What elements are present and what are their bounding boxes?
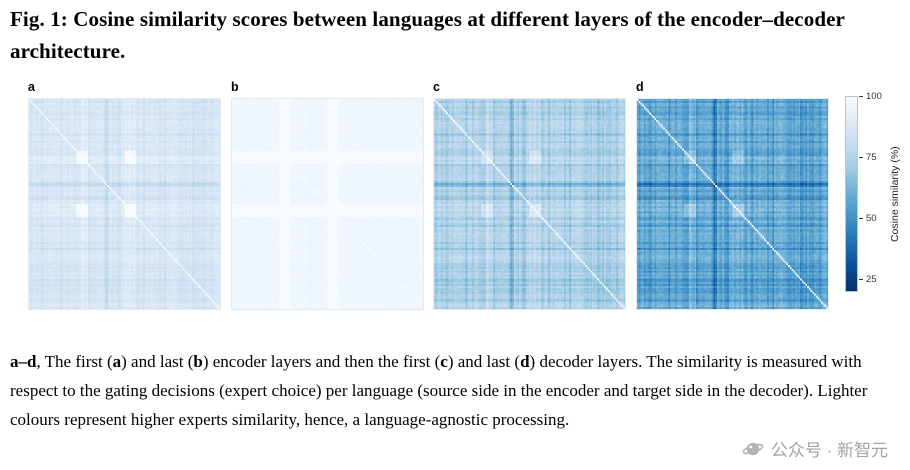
caption-segment: ) and last ( (121, 352, 194, 371)
caption-segment: , The first ( (36, 352, 113, 371)
watermark: 公众号 · 新智元 (742, 436, 888, 461)
colorbar-tick-label: 75 (866, 151, 877, 163)
colorbar-label: Cosine similarity (%) (889, 146, 901, 242)
figure-panels-row: a b c d 100 75 50 25 Cosine similarity (%) (28, 80, 910, 315)
caption-segment: b (193, 352, 203, 371)
heatmap-canvas-c (433, 98, 626, 310)
heatmap-panel-b: b (231, 80, 424, 310)
colorbar-gradient (845, 96, 858, 292)
colorbar-tick-mark (859, 217, 863, 219)
caption-segment: ) encoder layers and then the first ( (202, 352, 441, 371)
colorbar-ticks: 100 75 50 25 (858, 92, 898, 292)
heatmap-canvas-d (636, 98, 829, 310)
figure-caption: a–d, The first (a) and last (b) encoder … (10, 347, 894, 435)
panel-label-b: b (231, 80, 239, 94)
heatmap-panel-d: d (636, 80, 829, 310)
panel-label-c: c (433, 80, 440, 94)
caption-segment: a (112, 352, 122, 371)
colorbar: 100 75 50 25 Cosine similarity (%) (845, 92, 910, 301)
colorbar-tick-label: 100 (866, 91, 882, 102)
heatmap-canvas-b (231, 98, 424, 310)
panel-label-d: d (636, 80, 644, 94)
caption-segment: ) and last ( (447, 352, 521, 371)
caption-segment: a–d (10, 352, 37, 371)
watermark-text: 公众号 · 新智元 (770, 441, 888, 460)
caption-segment: ) decoder layers. The similarity is meas… (10, 352, 868, 430)
colorbar-tick-mark (859, 278, 863, 280)
colorbar-tick-mark (859, 156, 863, 158)
colorbar-tick-mark (859, 96, 863, 97)
heatmap-panel-c: c (433, 80, 626, 310)
caption-segment: d (520, 352, 530, 371)
panel-label-a: a (28, 80, 35, 94)
caption-segment: c (440, 352, 448, 371)
colorbar-tick-label: 50 (866, 212, 877, 224)
watermark-icon (742, 439, 764, 459)
heatmap-canvas-a (28, 98, 221, 310)
figure-title: Fig. 1: Cosine similarity scores between… (10, 7, 845, 63)
colorbar-tick-label: 25 (866, 273, 877, 285)
heatmap-panel-a: a (28, 80, 221, 310)
